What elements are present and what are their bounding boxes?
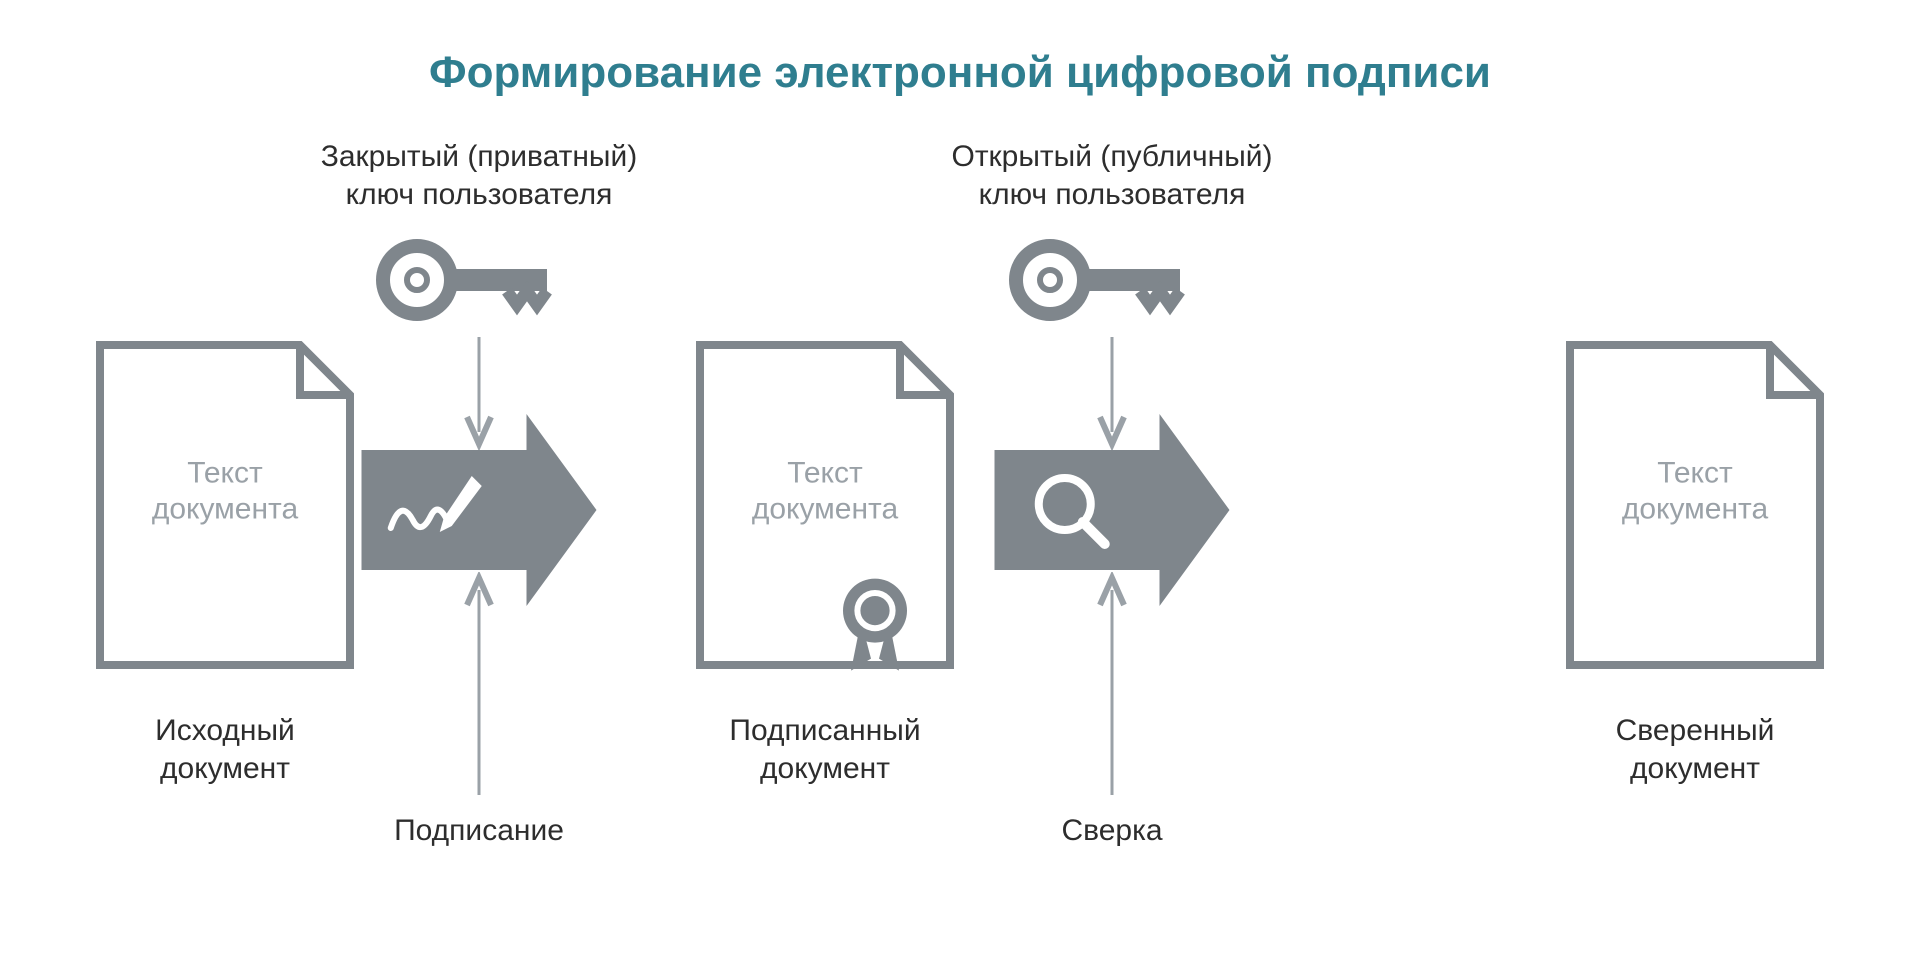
diagram-canvas: ТекстдокументаТекстдокументаТекстдокумен… <box>0 0 1920 978</box>
source-document-icon: Текстдокумента <box>100 345 350 665</box>
private-key-icon <box>383 246 547 314</box>
signed-document-icon: Текстдокумента <box>700 345 950 671</box>
signed-document-icon-text-line2: документа <box>752 493 899 526</box>
signed-document-icon-text-line1: Текст <box>787 457 863 490</box>
verified-document-icon: Текстдокумента <box>1570 345 1820 665</box>
source-document-icon-text-line1: Текст <box>187 457 263 490</box>
sign-arrow <box>362 414 597 606</box>
verified-document-icon-text-line1: Текст <box>1657 457 1733 490</box>
source-document-icon-text-line2: документа <box>152 493 299 526</box>
verify-arrow <box>995 414 1230 606</box>
verified-document-icon-text-line2: документа <box>1622 493 1769 526</box>
public-key-icon <box>1016 246 1180 314</box>
